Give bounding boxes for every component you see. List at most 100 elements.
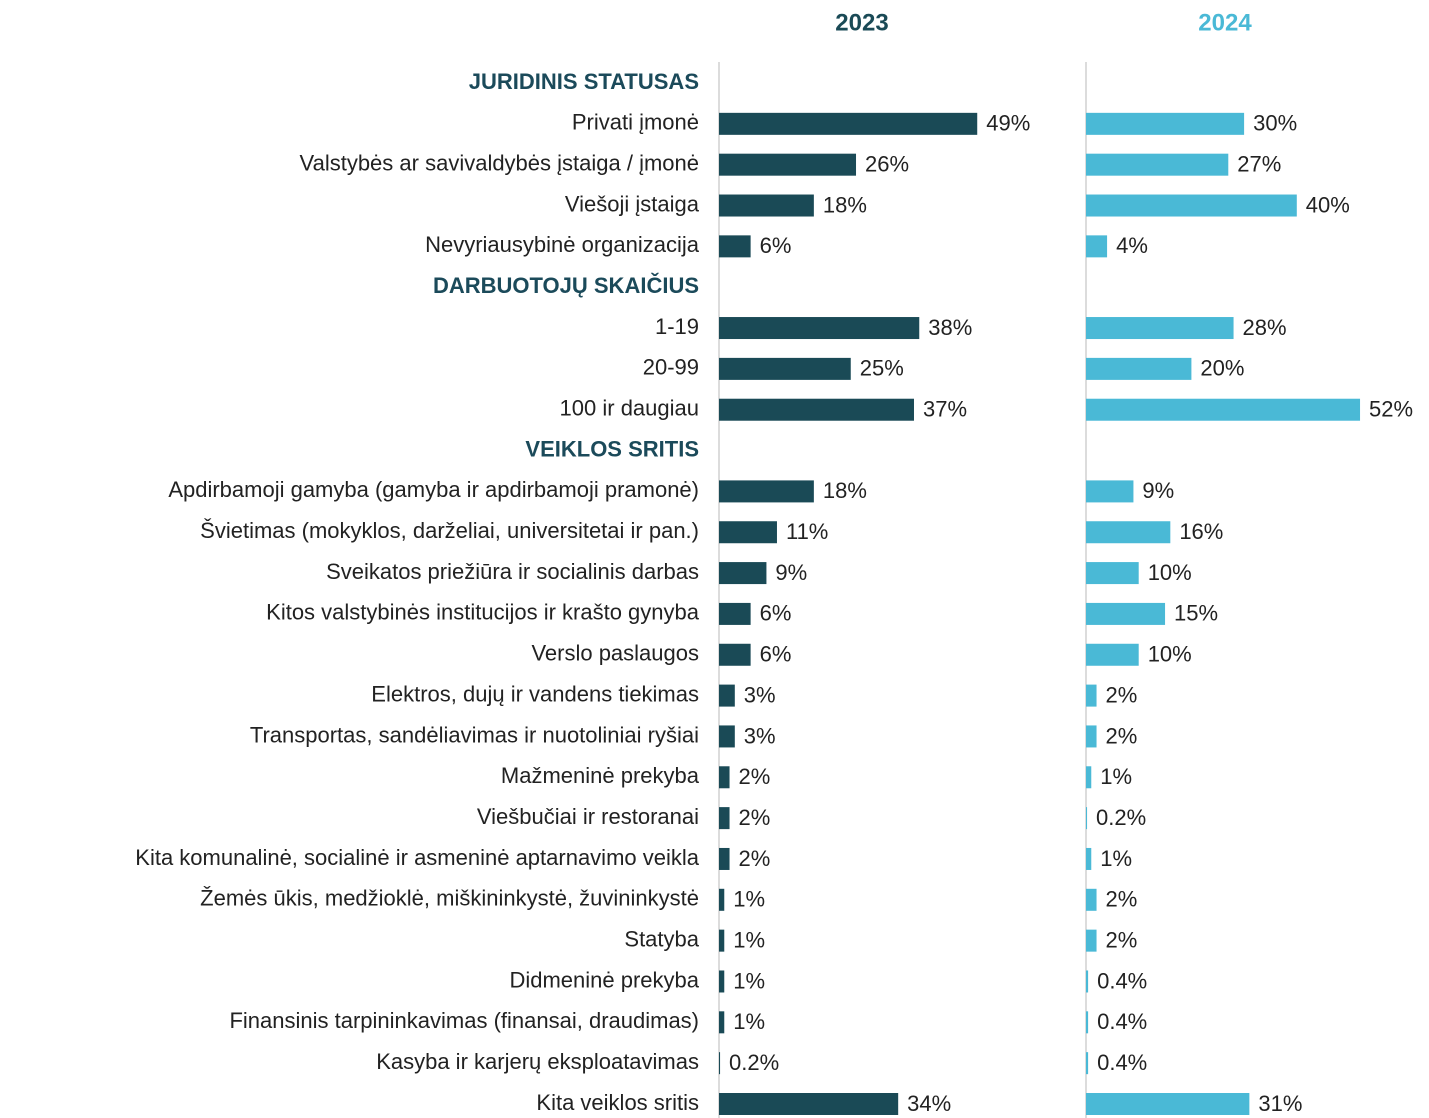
bar [719,684,735,707]
value-label: 15% [1174,601,1218,626]
value-label: 0.4% [1097,1050,1147,1075]
value-label: 1% [733,1009,765,1034]
bar [1086,807,1088,830]
bar [1086,357,1192,380]
bar [719,847,730,870]
value-label: 49% [986,111,1030,136]
bar [1086,847,1092,870]
value-label: 1% [1100,846,1132,871]
category-label: 20-99 [643,355,699,380]
value-label: 10% [1148,642,1192,667]
value-label: 2% [739,764,771,789]
value-label: 6% [760,642,792,667]
bar [719,1011,725,1034]
value-label: 0.2% [729,1050,779,1075]
bar [1086,766,1092,789]
value-label: 3% [744,682,776,707]
value-label: 1% [733,968,765,993]
section-title: DARBUOTOJŲ SKAIČIUS [433,273,699,298]
value-label: 26% [865,151,909,176]
value-label: 20% [1200,356,1244,381]
bar [719,970,725,993]
category-label: Mažmeninė prekyba [501,763,700,788]
value-label: 0.4% [1097,968,1147,993]
bar [719,521,777,544]
bar [719,766,730,789]
series-title: 2024 [1198,9,1252,36]
bar [1086,317,1234,340]
value-label: 2% [739,805,771,830]
value-label: 16% [1179,519,1223,544]
value-label: 1% [733,927,765,952]
bar [719,602,751,625]
category-label: Viešoji įstaiga [565,191,700,216]
bar [719,643,751,666]
value-label: 11% [786,519,828,544]
bar [1086,235,1108,258]
bar [1086,521,1171,544]
value-label: 40% [1306,192,1350,217]
value-label: 0.2% [1096,805,1146,830]
bar [1086,643,1139,666]
bar [1086,602,1166,625]
value-label: 27% [1237,151,1281,176]
bar [719,153,857,176]
category-label: 100 ir daugiau [560,396,699,421]
category-label: Viešbučiai ir restoranai [477,804,699,829]
value-label: 25% [860,356,904,381]
category-label: Žemės ūkis, medžioklė, miškininkystė, žu… [200,886,699,911]
bar [1086,398,1361,421]
category-label: Nevyriausybinė organizacija [425,232,700,257]
bar [719,1052,721,1075]
bar [719,807,730,830]
value-label: 9% [775,560,807,585]
category-label: Sveikatos priežiūra ir socialinis darbas [326,559,699,584]
value-label: 2% [739,846,771,871]
value-label: 1% [733,887,765,912]
value-label: 4% [1116,233,1148,258]
value-label: 2% [1106,887,1138,912]
value-label: 37% [923,397,967,422]
category-label: Kasyba ir karjerų eksploatavimas [376,1049,699,1074]
bar [1086,1093,1250,1115]
category-label: Kitos valstybinės institucijos ir krašto… [266,600,700,625]
category-label: Valstybės ar savivaldybės įstaiga / įmon… [300,150,699,175]
bar [1086,480,1134,503]
category-label: Verslo paslaugos [531,641,699,666]
value-label: 52% [1369,397,1413,422]
bar [719,317,920,340]
value-label: 3% [744,723,776,748]
bar [719,1093,899,1115]
bar [1086,929,1097,952]
value-label: 2% [1106,682,1138,707]
bar [719,562,767,585]
bar [719,357,851,380]
bar [719,194,814,217]
category-label: Kita komunalinė, socialinė ir asmeninė a… [135,845,699,870]
category-label: Transportas, sandėliavimas ir nuotolinia… [250,722,699,747]
category-label: Statyba [624,926,699,951]
value-label: 6% [760,601,792,626]
value-label: 0.4% [1097,1009,1147,1034]
bar [1086,1011,1089,1034]
bar [719,929,725,952]
category-label: Elektros, dujų ir vandens tiekimas [371,681,699,706]
category-label: Švietimas (mokyklos, darželiai, universi… [200,518,699,543]
bar [719,480,814,503]
bar [719,112,978,135]
bar [1086,153,1229,176]
bar [1086,1052,1089,1075]
bar [719,888,725,911]
bar [719,398,914,421]
bar [719,235,751,258]
bar [1086,684,1097,707]
bar [1086,562,1139,585]
value-label: 2% [1106,723,1138,748]
bar [1086,112,1245,135]
value-label: 34% [907,1091,951,1116]
value-label: 28% [1243,315,1287,340]
value-label: 9% [1142,478,1174,503]
value-label: 6% [760,233,792,258]
value-label: 18% [823,478,867,503]
